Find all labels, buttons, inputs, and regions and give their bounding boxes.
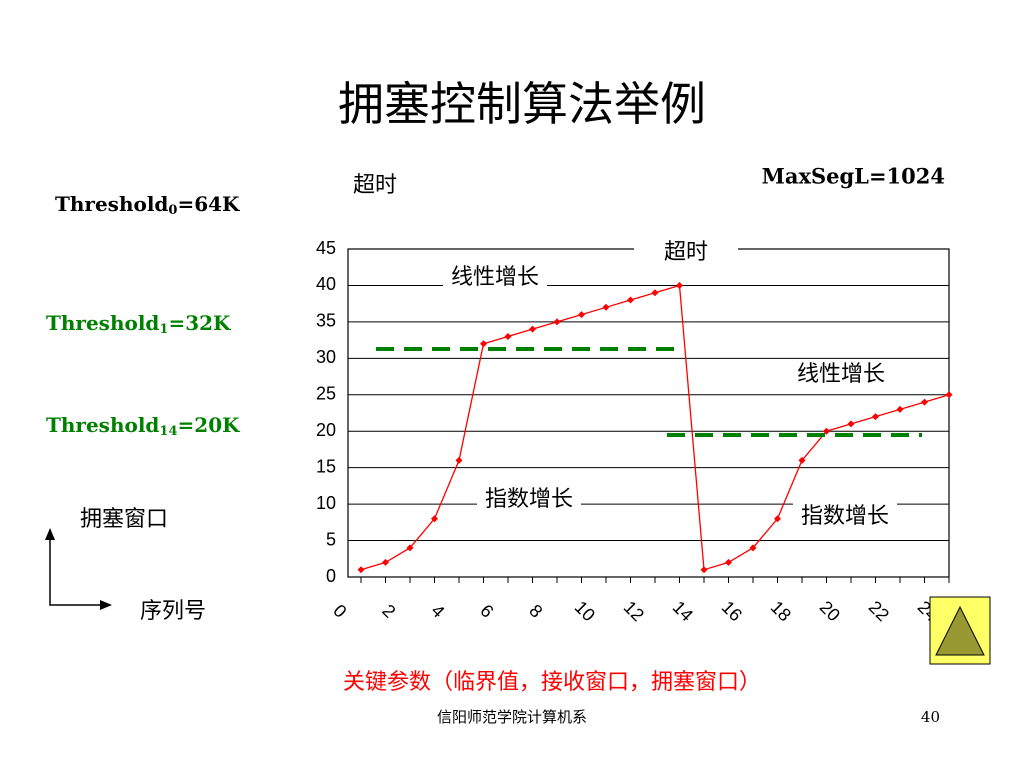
x-legend: 序列号 [140, 599, 206, 624]
point [431, 515, 438, 523]
y-tick-label: 15 [316, 456, 336, 476]
point [406, 544, 414, 552]
threshold-sub: 14 [159, 424, 177, 439]
thresholds: Threshold0=64KThreshold1=32KThreshold14=… [46, 192, 240, 439]
x-tick-label: 2 [378, 601, 399, 622]
threshold-text: Threshold14=20K [46, 413, 240, 439]
point [627, 296, 634, 304]
point [480, 340, 487, 348]
note: 关键参数（临界值，接收窗口，拥塞窗口） [343, 670, 761, 695]
point [676, 281, 683, 289]
annotation: 指数增长 [485, 487, 573, 512]
y-legend: 拥塞窗口 [80, 507, 168, 532]
x-tick-label: 22 [865, 597, 893, 625]
x-tick-label: 6 [476, 601, 497, 622]
x-tick-label: 12 [620, 597, 648, 625]
annotation-bg [477, 484, 581, 516]
threshold-base: Threshold [46, 413, 159, 437]
max-seg: MaxSegL=1024 [762, 164, 945, 189]
point [455, 456, 463, 464]
annotation-bg [634, 237, 738, 269]
axes-icon [49, 530, 110, 606]
y-tick-label: 5 [326, 529, 336, 549]
annotation-bg [443, 262, 547, 294]
point [921, 398, 928, 406]
x-tick-label: 20 [816, 597, 844, 625]
annotation: 超时 [664, 240, 708, 265]
y-tick-label: 20 [316, 420, 336, 440]
axes-arrows [45, 528, 112, 610]
x-tick-label: 18 [767, 597, 795, 625]
timeout-label: 超时 [353, 173, 397, 198]
point [529, 325, 536, 333]
point [847, 420, 855, 428]
footer-org: 信阳师范学院计算机系 [437, 708, 587, 726]
point [945, 391, 953, 399]
annotation-bg [793, 501, 897, 533]
y-tick-label: 40 [316, 274, 336, 294]
x-tick-label: 4 [427, 601, 448, 622]
point [774, 515, 781, 523]
point [382, 558, 389, 566]
point [896, 405, 904, 413]
point [602, 303, 610, 311]
x-tick-label: 16 [718, 597, 746, 625]
threshold-sub: 0 [168, 203, 177, 218]
threshold-base: Threshold [55, 192, 168, 216]
page-number: 40 [921, 708, 940, 726]
annotation: 线性增长 [451, 265, 539, 290]
slide-title: 拥塞控制算法举例 [338, 77, 706, 131]
threshold-rest: =20K [178, 413, 241, 437]
annotation: 线性增长 [797, 362, 885, 387]
y-tick-label: 45 [316, 238, 336, 258]
point [872, 413, 879, 421]
threshold-text: Threshold1=32K [46, 311, 231, 337]
threshold-sub: 1 [159, 322, 168, 337]
x-tick-label: 0 [329, 601, 350, 622]
y-tick-label: 35 [316, 311, 336, 331]
point [578, 311, 585, 319]
threshold-rest: =32K [168, 311, 231, 335]
threshold-text: Threshold0=64K [55, 192, 240, 218]
x-tick-label: 14 [669, 597, 697, 625]
y-tick-label: 10 [316, 493, 336, 513]
point [357, 566, 365, 574]
threshold-rest: =64K [177, 192, 240, 216]
point [749, 544, 757, 552]
nav-button[interactable] [929, 596, 991, 665]
x-tick-label: 10 [571, 597, 599, 625]
x-tick-label: 8 [525, 601, 546, 622]
point [700, 566, 708, 574]
y-tick-label: 25 [316, 384, 336, 404]
point [651, 289, 659, 297]
y-tick-label: 30 [316, 347, 336, 367]
point [725, 558, 732, 566]
y-tick-label: 0 [326, 566, 336, 586]
threshold-base: Threshold [46, 311, 159, 335]
point [823, 427, 830, 435]
annotation-bg [789, 359, 893, 391]
annotation: 指数增长 [801, 504, 889, 529]
point [504, 332, 512, 340]
point [553, 318, 561, 326]
point [798, 456, 806, 464]
